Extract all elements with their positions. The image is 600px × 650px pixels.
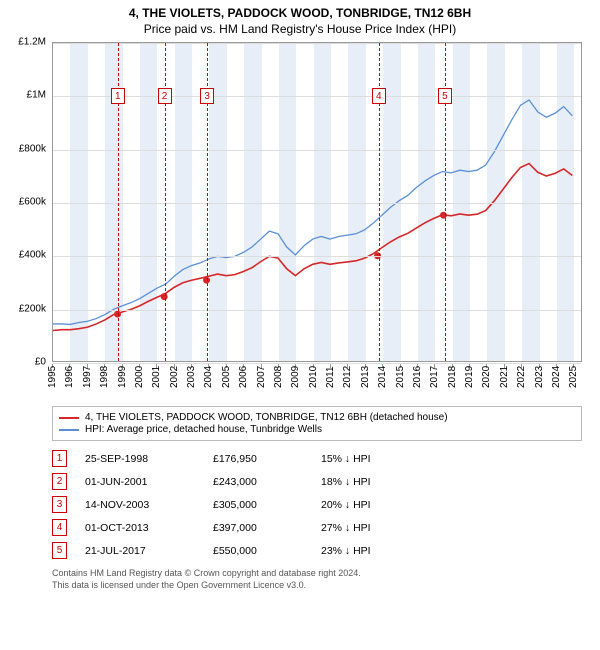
x-tick-label: 2002 bbox=[169, 366, 180, 388]
sale-marker-box: 4 bbox=[372, 88, 386, 104]
sale-price: £305,000 bbox=[213, 499, 303, 511]
x-tick-label: 2000 bbox=[134, 366, 145, 388]
chart-title: 4, THE VIOLETS, PADDOCK WOOD, TONBRIDGE,… bbox=[10, 6, 590, 20]
y-tick-label: £400k bbox=[19, 250, 46, 261]
legend-row: HPI: Average price, detached house, Tunb… bbox=[59, 424, 575, 435]
sale-index-box: 1 bbox=[52, 450, 67, 467]
x-tick-label: 1998 bbox=[99, 366, 110, 388]
x-tick-label: 2011 bbox=[325, 366, 336, 388]
x-tick-label: 2012 bbox=[342, 366, 353, 388]
sale-price: £243,000 bbox=[213, 476, 303, 488]
sale-index-box: 4 bbox=[52, 519, 67, 536]
sale-index-box: 5 bbox=[52, 542, 67, 559]
series-hpi bbox=[53, 100, 572, 324]
sale-marker-box: 5 bbox=[438, 88, 452, 104]
x-tick-label: 2025 bbox=[568, 366, 579, 388]
x-tick-label: 2015 bbox=[395, 366, 406, 388]
chart-subtitle: Price paid vs. HM Land Registry's House … bbox=[10, 22, 590, 36]
plot-area: 1 2 3 4 5 bbox=[52, 42, 582, 362]
sale-row: 4 01-OCT-2013 £397,000 27% ↓ HPI bbox=[52, 516, 582, 539]
sale-index-box: 3 bbox=[52, 496, 67, 513]
x-tick-label: 2018 bbox=[447, 366, 458, 388]
x-tick-label: 2016 bbox=[412, 366, 423, 388]
chart-area: £0£200k£400k£600k£800k£1M£1.2M 12345 199… bbox=[10, 42, 590, 402]
line-chart-svg bbox=[53, 43, 581, 361]
x-tick-label: 2007 bbox=[256, 366, 267, 388]
legend: 4, THE VIOLETS, PADDOCK WOOD, TONBRIDGE,… bbox=[52, 406, 582, 441]
x-tick-label: 2004 bbox=[203, 366, 214, 388]
footer-line-1: Contains HM Land Registry data © Crown c… bbox=[52, 568, 590, 580]
sale-price: £397,000 bbox=[213, 522, 303, 534]
x-tick-label: 2024 bbox=[551, 366, 562, 388]
y-axis-labels: £0£200k£400k£600k£800k£1M£1.2M bbox=[10, 42, 50, 362]
x-tick-label: 2022 bbox=[516, 366, 527, 388]
x-tick-label: 1996 bbox=[64, 366, 75, 388]
sale-row: 5 21-JUL-2017 £550,000 23% ↓ HPI bbox=[52, 539, 582, 562]
sale-price: £176,950 bbox=[213, 453, 303, 465]
y-tick-label: £1.2M bbox=[18, 37, 46, 48]
gridline bbox=[53, 256, 581, 257]
sale-marker-box: 2 bbox=[158, 88, 172, 104]
y-tick-label: £1M bbox=[27, 90, 46, 101]
x-tick-label: 2021 bbox=[499, 366, 510, 388]
x-tick-label: 2010 bbox=[308, 366, 319, 388]
gridline bbox=[53, 96, 581, 97]
sale-date: 25-SEP-1998 bbox=[85, 453, 195, 465]
sale-diff: 20% ↓ HPI bbox=[321, 499, 431, 511]
sale-row: 2 01-JUN-2001 £243,000 18% ↓ HPI bbox=[52, 470, 582, 493]
sale-date: 01-OCT-2013 bbox=[85, 522, 195, 534]
x-tick-label: 2023 bbox=[534, 366, 545, 388]
x-tick-label: 2013 bbox=[360, 366, 371, 388]
footer: Contains HM Land Registry data © Crown c… bbox=[52, 568, 590, 591]
gridline bbox=[53, 203, 581, 204]
x-tick-label: 1997 bbox=[82, 366, 93, 388]
footer-line-2: This data is licensed under the Open Gov… bbox=[52, 580, 590, 592]
sale-price: £550,000 bbox=[213, 545, 303, 557]
legend-swatch bbox=[59, 417, 79, 419]
sale-date: 01-JUN-2001 bbox=[85, 476, 195, 488]
title-area: 4, THE VIOLETS, PADDOCK WOOD, TONBRIDGE,… bbox=[10, 6, 590, 36]
sale-index-box: 2 bbox=[52, 473, 67, 490]
y-tick-label: £800k bbox=[19, 143, 46, 154]
gridline bbox=[53, 310, 581, 311]
sale-diff: 15% ↓ HPI bbox=[321, 453, 431, 465]
chart-container: 4, THE VIOLETS, PADDOCK WOOD, TONBRIDGE,… bbox=[0, 0, 600, 650]
y-tick-label: £200k bbox=[19, 303, 46, 314]
x-tick-label: 2014 bbox=[377, 366, 388, 388]
x-tick-label: 2017 bbox=[429, 366, 440, 388]
x-tick-label: 2009 bbox=[290, 366, 301, 388]
legend-label: HPI: Average price, detached house, Tunb… bbox=[85, 424, 322, 435]
legend-swatch bbox=[59, 429, 79, 431]
sale-row: 1 25-SEP-1998 £176,950 15% ↓ HPI bbox=[52, 447, 582, 470]
x-axis-labels: 1995199619971998199920002001200220032004… bbox=[52, 364, 582, 402]
x-tick-label: 2001 bbox=[151, 366, 162, 388]
sale-table: 1 25-SEP-1998 £176,950 15% ↓ HPI 2 01-JUN-200… bbox=[52, 447, 582, 562]
gridline bbox=[53, 43, 581, 44]
gridline bbox=[53, 150, 581, 151]
y-tick-label: £0 bbox=[35, 357, 46, 368]
sale-diff: 27% ↓ HPI bbox=[321, 522, 431, 534]
series-property bbox=[53, 164, 572, 331]
x-tick-label: 2008 bbox=[273, 366, 284, 388]
sale-marker-box: 3 bbox=[200, 88, 214, 104]
y-tick-label: £600k bbox=[19, 197, 46, 208]
sale-date: 21-JUL-2017 bbox=[85, 545, 195, 557]
x-tick-label: 2003 bbox=[186, 366, 197, 388]
x-tick-label: 2019 bbox=[464, 366, 475, 388]
x-tick-label: 2020 bbox=[481, 366, 492, 388]
sale-diff: 23% ↓ HPI bbox=[321, 545, 431, 557]
sale-marker-dot bbox=[440, 212, 447, 219]
legend-row: 4, THE VIOLETS, PADDOCK WOOD, TONBRIDGE,… bbox=[59, 412, 575, 423]
sale-diff: 18% ↓ HPI bbox=[321, 476, 431, 488]
x-tick-label: 2005 bbox=[221, 366, 232, 388]
x-tick-label: 1999 bbox=[117, 366, 128, 388]
sale-row: 3 14-NOV-2003 £305,000 20% ↓ HPI bbox=[52, 493, 582, 516]
sale-date: 14-NOV-2003 bbox=[85, 499, 195, 511]
sale-marker-box: 1 bbox=[111, 88, 125, 104]
x-tick-label: 1995 bbox=[47, 366, 58, 388]
x-tick-label: 2006 bbox=[238, 366, 249, 388]
legend-label: 4, THE VIOLETS, PADDOCK WOOD, TONBRIDGE,… bbox=[85, 412, 448, 423]
